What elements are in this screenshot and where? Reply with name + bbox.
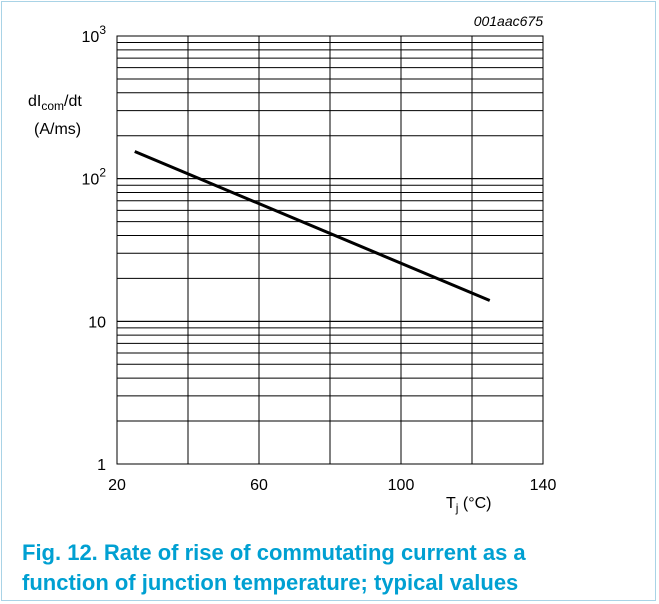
chart-svg: 001aac675 103 102 10 120 60 100 140 dIcom/dt (A/m… bbox=[28, 13, 556, 515]
figure-caption: Fig. 12. Rate of rise of commutating cur… bbox=[22, 538, 642, 598]
y-axis-unit: (A/ms) bbox=[34, 121, 81, 138]
series-layer bbox=[134, 150, 491, 302]
y-tick-label: 102 bbox=[82, 166, 107, 189]
chart-area: 001aac675 103 102 10 1 20 60 100 140 dIcom/dt (A/m… bbox=[28, 13, 556, 515]
grid bbox=[117, 36, 543, 464]
label-layer: 001aac675 103 102 10 120 60 100 140 dIcom/dt (A/m… bbox=[28, 13, 556, 515]
y-axis-label: dIcom/dt bbox=[28, 93, 82, 113]
y-tick-label: 1 bbox=[97, 457, 106, 474]
caption-line-2: function of junction temperature; typica… bbox=[22, 570, 519, 595]
plot-border bbox=[116, 35, 544, 465]
figure-code: 001aac675 bbox=[474, 13, 544, 29]
x-tick-label: 20 bbox=[108, 477, 126, 494]
x-tick-label: 60 bbox=[250, 477, 268, 494]
x-axis-label: Tj (°C) bbox=[446, 495, 492, 515]
series-line bbox=[134, 150, 491, 302]
y-tick-label: 103 bbox=[82, 23, 107, 46]
x-tick-label: 140 bbox=[530, 477, 557, 494]
x-tick-label: 100 bbox=[388, 477, 415, 494]
caption-line-1: Fig. 12. Rate of rise of commutating cur… bbox=[22, 540, 526, 565]
y-tick-label: 10 bbox=[88, 314, 106, 331]
